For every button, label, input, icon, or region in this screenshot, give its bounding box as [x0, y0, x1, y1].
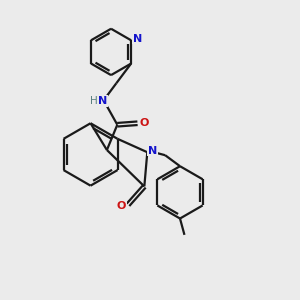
Text: N: N	[98, 96, 107, 106]
Text: O: O	[140, 118, 149, 128]
Text: N: N	[148, 146, 157, 156]
Text: O: O	[117, 201, 126, 211]
Text: N: N	[133, 34, 142, 44]
Text: H: H	[90, 96, 98, 106]
